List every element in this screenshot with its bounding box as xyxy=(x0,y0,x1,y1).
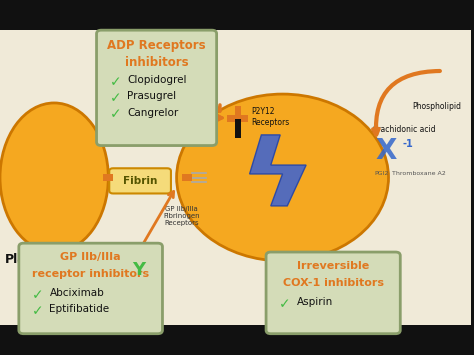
Text: Clopidogrel: Clopidogrel xyxy=(127,75,187,85)
Ellipse shape xyxy=(0,103,109,252)
Bar xyxy=(235,106,241,115)
Text: Irreversible: Irreversible xyxy=(297,261,369,271)
Text: inhibitors: inhibitors xyxy=(125,56,188,69)
Text: Y: Y xyxy=(132,261,146,279)
Text: GP IIb/IIIa: GP IIb/IIIa xyxy=(60,252,121,262)
Text: PGI2: PGI2 xyxy=(374,171,389,176)
Text: ADP: ADP xyxy=(195,78,218,88)
Text: receptor inhibitors: receptor inhibitors xyxy=(32,269,149,279)
Text: Platelet: Platelet xyxy=(5,253,59,266)
Bar xyxy=(235,119,241,138)
Text: ✓: ✓ xyxy=(109,91,121,105)
FancyBboxPatch shape xyxy=(266,252,400,334)
Bar xyxy=(228,115,248,122)
FancyBboxPatch shape xyxy=(109,168,171,193)
Text: Cangrelor: Cangrelor xyxy=(127,108,178,118)
Text: ADP Receptors: ADP Receptors xyxy=(107,39,206,52)
Text: Fibrin: Fibrin xyxy=(123,176,157,186)
Text: ✓: ✓ xyxy=(32,288,44,302)
Text: ✓: ✓ xyxy=(32,304,44,318)
Text: X: X xyxy=(375,137,397,165)
Text: ✓: ✓ xyxy=(109,108,121,121)
Text: Thromboxane A2: Thromboxane A2 xyxy=(392,171,446,176)
Text: Phospholipid: Phospholipid xyxy=(412,102,461,111)
Text: -1: -1 xyxy=(402,139,413,149)
Bar xyxy=(103,174,113,181)
Bar xyxy=(183,80,191,86)
Bar xyxy=(182,174,192,181)
Text: Arachidonic acid: Arachidonic acid xyxy=(372,125,436,134)
Text: Eptifibatide: Eptifibatide xyxy=(49,304,109,314)
Text: Abciximab: Abciximab xyxy=(49,288,104,298)
Text: Prasugrel: Prasugrel xyxy=(127,91,176,101)
Text: ✓: ✓ xyxy=(279,297,291,311)
Bar xyxy=(0,30,471,325)
FancyBboxPatch shape xyxy=(97,30,217,146)
Text: Platelet: Platelet xyxy=(339,255,394,267)
FancyBboxPatch shape xyxy=(19,243,163,334)
Text: P2Y12
Receptors: P2Y12 Receptors xyxy=(251,108,289,127)
Ellipse shape xyxy=(177,94,389,261)
Text: ✓: ✓ xyxy=(109,75,121,89)
Text: COX-1 inhibitors: COX-1 inhibitors xyxy=(283,278,383,288)
Polygon shape xyxy=(250,135,306,206)
Text: GP IIb/IIIa
Fibrinogen
Receptors: GP IIb/IIIa Fibrinogen Receptors xyxy=(163,206,200,226)
Text: Aspirin: Aspirin xyxy=(297,297,333,307)
